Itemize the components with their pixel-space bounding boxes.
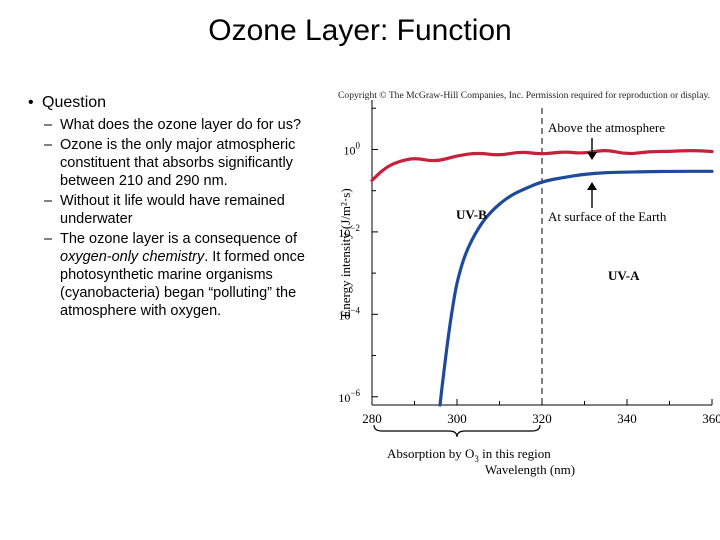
x-tick-label: 320 [532,411,552,426]
subpoint-text: What does the ozone layer do for us? [60,117,302,133]
figure-copyright: Copyright © The McGraw-Hill Companies, I… [338,90,711,101]
arrow-above-head [587,152,597,160]
absorption-brace [373,424,541,438]
subpoint-text-after: . It formed once photosynthetic marine o… [60,249,305,319]
subpoint-4: – The ozone layer is a consequence of ox… [44,231,305,319]
y-axis-label: Energy intensity (J/m²·s) [338,188,353,317]
subpoint-emphasis: oxygen-only chemistry [60,249,205,265]
subpoint-2: – Ozone is the only major atmospheric co… [44,137,296,189]
bullet-dot: • [28,94,34,111]
subpoint-text: Without it life would have remained unde… [60,193,285,227]
subpoint-text-before: The ozone layer is a consequence of [60,231,297,247]
uv-spectrum-chart: 280 300 320 340 360 100 10−2 10−4 10−6 Above the… [338,100,720,477]
y-tick-label: 10−2 [338,223,360,240]
annotation-surface: At surface of the Earth [548,209,667,224]
y-tick-label: 100 [344,140,361,157]
bullet-list: • Question – What does the ozone layer d… [28,94,338,322]
x-tick-label: 340 [617,411,637,426]
x-tick-label: 300 [447,411,467,426]
subpoint-text: Ozone is the only major atmospheric cons… [60,137,296,189]
x-tick-label: 360 [702,411,720,426]
annotation-absorption: Absorption by O3 in this region [387,446,551,464]
x-tick-label: 280 [362,411,382,426]
tick-group: 280 300 320 340 360 100 10−2 10−4 10−6 [338,107,720,426]
bullet-label: Question [42,94,107,111]
annotation-above: Above the atmosphere [548,120,665,135]
annotation-group: Above the atmosphere At surface of the Ea… [373,120,667,464]
series-group [370,149,714,407]
bullet-question: • Question [28,94,338,112]
subpoint-1: – What does the ozone layer do for us? [44,117,302,133]
subpoint-3: – Without it life would have remained un… [44,193,285,227]
y-tick-label: 10−4 [338,305,360,322]
arrow-surface-head [587,182,597,190]
y-tick-label: 10−6 [338,388,360,405]
series-above-atmosphere [370,149,714,182]
label-uvb: UV-B [456,207,487,222]
label-uva: UV-A [608,268,640,283]
x-axis-label: Wavelength (nm) [485,462,575,477]
series-earth-surface [438,169,714,407]
slide-title: Ozone Layer: Function [208,14,512,47]
